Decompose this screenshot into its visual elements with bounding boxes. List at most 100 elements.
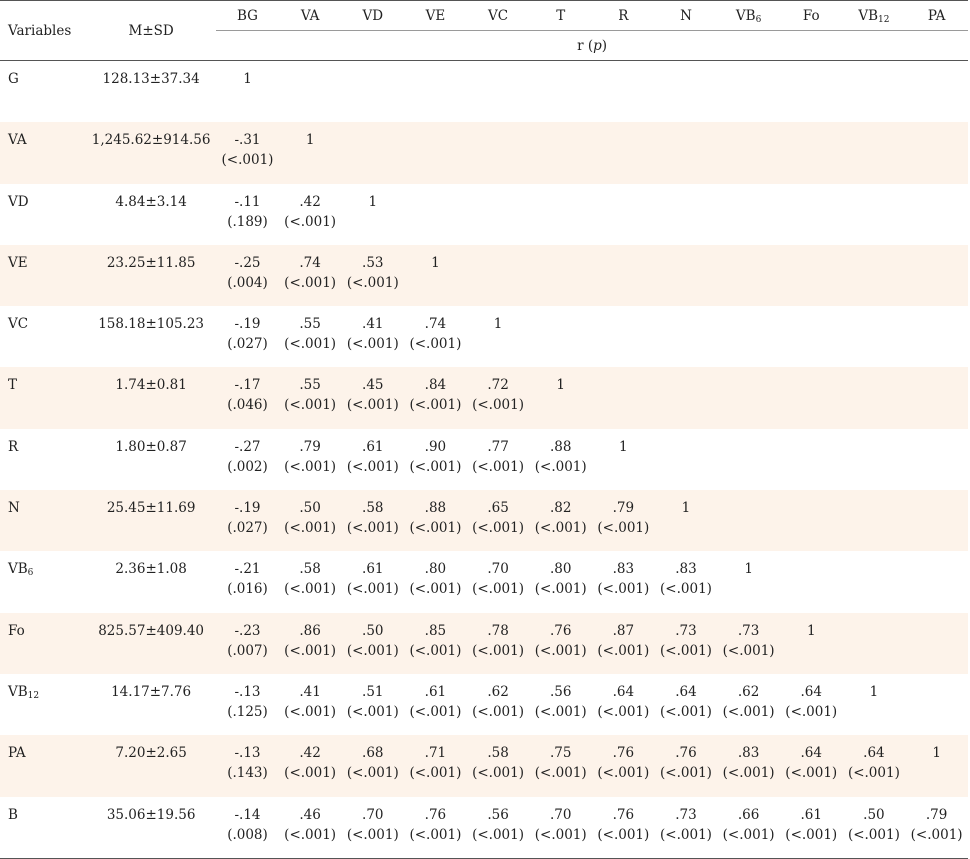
correlation-cell	[843, 306, 906, 367]
correlation-cell	[592, 306, 655, 367]
correlation-r: .50	[362, 622, 384, 639]
correlation-r: .61	[424, 683, 447, 700]
row-variable-label: Fo	[8, 622, 25, 639]
correlation-p: (<.001)	[284, 458, 337, 475]
correlation-cell: .58 (<.001)	[279, 551, 342, 612]
table-row: PA 7.20±2.65 -.13 (.143) .42 (<.001) .68 (<.001…	[0, 735, 968, 797]
correlation-p: (<.001)	[722, 765, 775, 782]
header-col-label: VB	[858, 7, 878, 24]
correlation-p: (<.001)	[534, 703, 587, 720]
correlation-p: (<.001)	[722, 642, 775, 659]
header-col-subscript: 12	[878, 14, 890, 25]
correlation-r: .73	[737, 622, 760, 639]
correlation-cell	[780, 429, 843, 490]
correlation-cell: .68 (<.001)	[341, 735, 405, 797]
row-variable-label: G	[8, 71, 19, 87]
correlation-cell	[779, 244, 843, 307]
table-body: G 128.13±37.34 1 VA 1,245.62±914.56 -.31 (<.00…	[0, 61, 968, 859]
row-variable: G	[0, 61, 86, 123]
row-variable-label: VE	[8, 254, 28, 271]
correlation-r: .78	[487, 622, 509, 639]
correlation-cell	[905, 367, 968, 429]
correlation-p: (<.001)	[472, 642, 524, 659]
correlation-r: .76	[424, 806, 447, 823]
correlation-cell	[842, 612, 906, 674]
correlation-cell	[780, 184, 843, 245]
correlation-p: (<.001)	[409, 703, 462, 720]
correlation-p: (<.001)	[284, 642, 337, 659]
row-variable: VA	[0, 122, 87, 184]
header-col-11: PA	[905, 1, 968, 31]
correlation-cell: .76 (<.001)	[592, 735, 655, 797]
correlation-p: (<.001)	[660, 826, 712, 843]
table-row: R 1.80±0.87 -.27 (.002) .79 (<.001) .61 (<.001)…	[0, 429, 968, 490]
correlation-p: (<.001)	[534, 765, 587, 782]
correlation-cell: .79 (<.001)	[279, 429, 342, 490]
correlation-cell: .74 (<.001)	[404, 306, 467, 367]
correlation-p: (<.001)	[346, 581, 399, 598]
correlation-cell	[842, 122, 906, 184]
correlation-p: (<.001)	[346, 274, 399, 291]
header-col-label: VE	[425, 7, 446, 24]
correlation-r: -.19	[234, 316, 261, 333]
correlation-cell	[404, 184, 467, 245]
correlation-cell: .61 (<.001)	[779, 796, 843, 859]
correlation-r: .86	[299, 622, 321, 639]
row-variable: VD	[0, 184, 86, 245]
correlation-r: .71	[424, 745, 447, 762]
correlation-cell: -.19 (.027)	[216, 490, 279, 552]
correlation-cell	[717, 184, 780, 245]
correlation-r: .65	[487, 500, 509, 517]
correlation-cell	[905, 306, 968, 367]
correlation-cell: .73 (<.001)	[654, 796, 718, 859]
correlation-cell	[905, 551, 968, 612]
correlation-r: .53	[362, 254, 384, 271]
correlation-cell: .46 (<.001)	[278, 796, 342, 859]
correlation-cell: .61 (<.001)	[404, 674, 467, 735]
header-col-label: N	[680, 7, 692, 24]
correlation-r: .75	[549, 745, 572, 762]
table-row: VD 4.84±3.14 -.11 (.189) .42 (<.001) 1	[0, 184, 968, 245]
row-variable-label: VB	[8, 561, 28, 578]
table-row: VB12 14.17±7.76 -.13 (.125) .41 (<.001) .51 (<.…	[0, 674, 968, 735]
correlation-r: .62	[487, 683, 509, 700]
correlation-p: (<.001)	[284, 765, 337, 782]
correlation-p: (<.001)	[472, 458, 524, 475]
correlation-cell: .70 (<.001)	[529, 796, 593, 859]
correlation-p: (<.001)	[534, 520, 587, 537]
correlation-cell	[905, 184, 968, 245]
row-msd: 7.20±2.65	[86, 735, 217, 797]
header-variables: Variables	[0, 0, 87, 61]
correlation-cell: .45 (<.001)	[341, 367, 405, 429]
correlation-cell: .84 (<.001)	[404, 367, 467, 429]
correlation-cell	[654, 244, 718, 307]
correlation-cell	[529, 61, 592, 123]
row-variable: VE	[0, 244, 87, 307]
correlation-p: (.002)	[227, 458, 268, 475]
correlation-p: (.027)	[227, 520, 268, 537]
correlation-p: (<.001)	[409, 397, 462, 414]
correlation-cell	[529, 184, 592, 245]
correlation-r: .50	[299, 500, 321, 517]
correlation-p: (<.001)	[346, 826, 399, 843]
correlation-cell: .61 (<.001)	[341, 429, 404, 490]
header-col-label: VA	[300, 7, 320, 24]
correlation-r: .76	[675, 745, 697, 762]
correlation-cell	[780, 551, 843, 612]
correlation-r: .58	[362, 500, 384, 517]
correlation-cell	[905, 122, 968, 184]
header-col-4: VC	[467, 1, 530, 31]
correlation-cell: 1	[905, 735, 968, 797]
correlation-r: .61	[800, 806, 822, 823]
correlation-r: .62	[737, 683, 760, 700]
correlation-cell	[842, 490, 906, 552]
header-col-label: PA	[927, 7, 946, 24]
correlation-cell: .77 (<.001)	[467, 429, 530, 490]
correlation-p: (<.001)	[472, 581, 524, 598]
correlation-r: .79	[925, 806, 948, 823]
correlation-p: (<.001)	[597, 826, 650, 843]
header-col-label: VC	[488, 7, 509, 24]
correlation-cell: .79 (<.001)	[905, 796, 968, 859]
row-variable: VB6	[0, 551, 86, 612]
correlation-p: (<.001)	[660, 581, 712, 598]
